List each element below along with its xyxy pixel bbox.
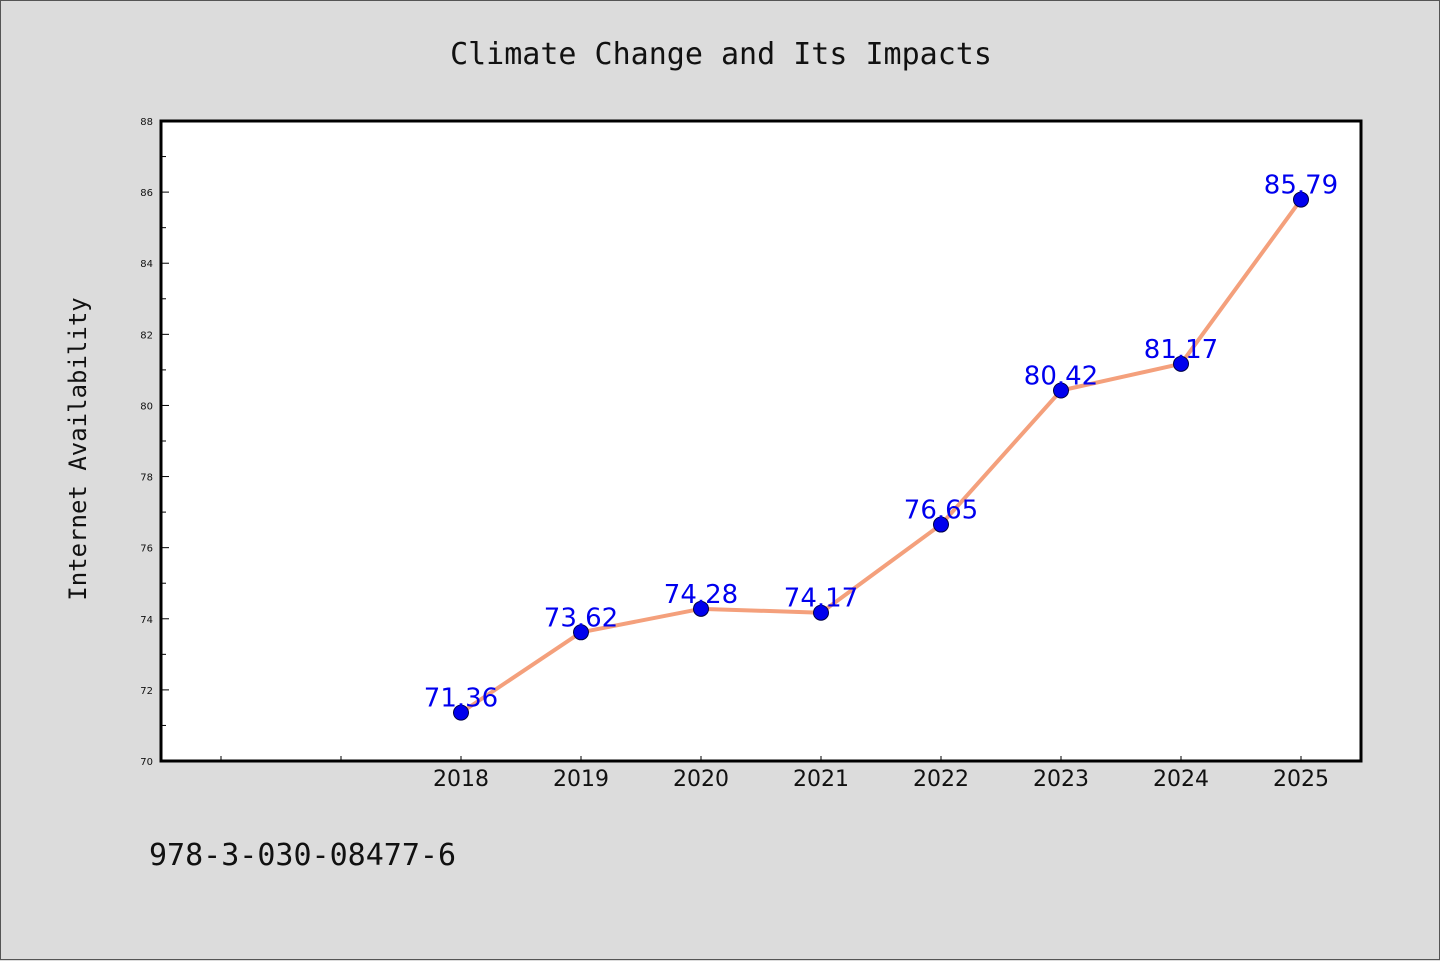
y-tick-label: 86 xyxy=(140,188,153,199)
x-axis-ticks: 2018 2019 2020 2021 2022 2023 2024 2025 xyxy=(220,756,1329,792)
series-group: 71.36 73.62 74.28 74.17 76.65 80.42 81.17 85.79 xyxy=(424,171,1338,721)
y-tick-label: 88 xyxy=(140,117,153,128)
data-point xyxy=(933,516,949,533)
data-point xyxy=(693,600,709,617)
data-label: 81.17 xyxy=(1144,335,1218,365)
data-label: 74.17 xyxy=(784,584,858,614)
data-point xyxy=(813,604,829,621)
plot-area xyxy=(159,119,1363,763)
x-tick-label: 2018 xyxy=(433,767,489,792)
y-tick-label: 70 xyxy=(140,757,153,768)
data-point xyxy=(1293,191,1309,208)
x-tick-label: 2024 xyxy=(1153,767,1209,792)
x-tick-label: 2020 xyxy=(673,767,729,792)
y-tick-label: 74 xyxy=(140,615,153,626)
y-axis-ticks: 70 72 74 76 78 80 82 84 86 88 xyxy=(140,117,169,768)
data-point xyxy=(453,704,469,721)
data-label: 80.42 xyxy=(1024,362,1098,392)
chart-title: Climate Change and Its Impacts xyxy=(450,37,992,72)
data-label: 76.65 xyxy=(904,496,978,526)
data-point xyxy=(1173,355,1189,372)
x-tick-label: 2019 xyxy=(553,767,609,792)
x-tick-label: 2021 xyxy=(793,767,849,792)
data-label: 85.79 xyxy=(1264,171,1338,201)
y-tick-label: 78 xyxy=(140,473,153,484)
data-point xyxy=(573,624,589,641)
isbn-text: 978-3-030-08477-6 xyxy=(149,838,456,873)
x-tick-label: 2025 xyxy=(1273,767,1329,792)
data-label: 71.36 xyxy=(424,684,498,714)
y-tick-label: 82 xyxy=(140,330,153,341)
x-tick-label: 2022 xyxy=(913,767,969,792)
y-tick-label: 76 xyxy=(140,544,153,555)
y-tick-label: 72 xyxy=(140,686,153,697)
series-line xyxy=(459,198,1303,715)
data-label: 74.28 xyxy=(664,580,738,610)
x-tick-label: 2023 xyxy=(1033,767,1089,792)
data-label: 73.62 xyxy=(544,603,618,633)
y-tick-label: 84 xyxy=(140,259,153,270)
y-axis-label: Internet Availability xyxy=(64,297,92,600)
data-point xyxy=(1053,382,1069,399)
y-tick-label: 80 xyxy=(140,401,153,412)
